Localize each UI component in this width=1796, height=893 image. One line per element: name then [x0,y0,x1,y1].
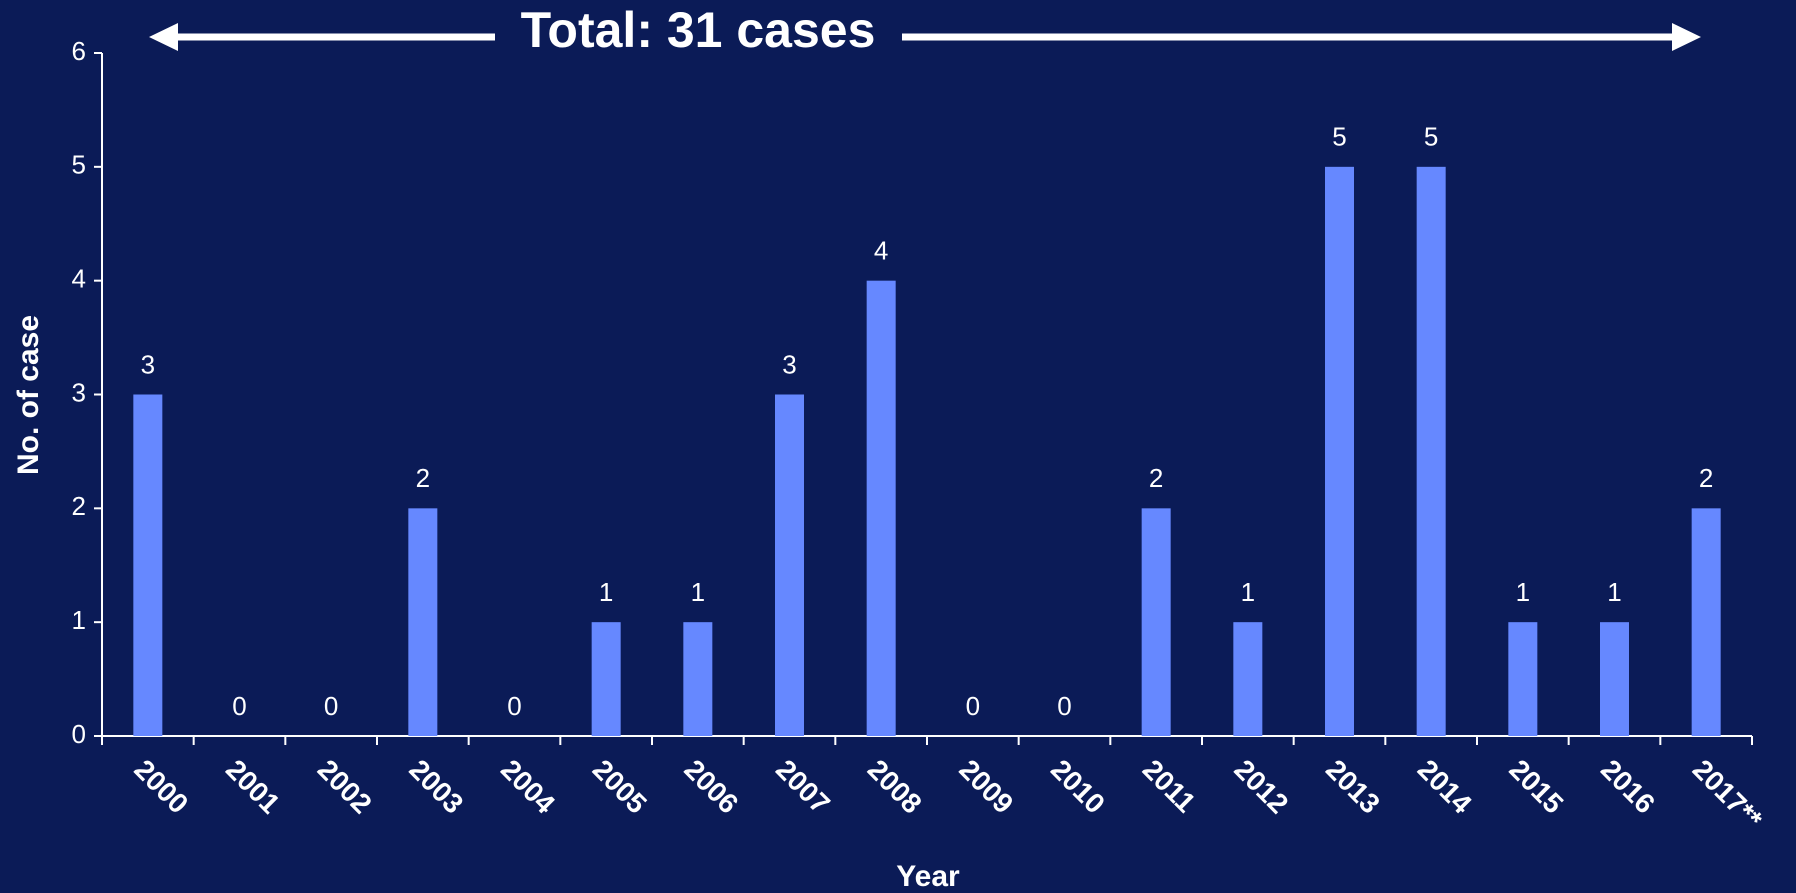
value-label: 1 [1607,577,1621,607]
bar [1508,622,1538,736]
bar [408,508,438,736]
y-tick-label: 3 [72,377,86,407]
x-axis-label: Year [896,860,960,893]
arrow-head-left [149,23,178,51]
value-label: 1 [1516,577,1530,607]
bar [133,394,163,736]
value-label: 2 [416,463,430,493]
bar [1600,622,1629,736]
value-label: 0 [507,691,521,721]
bar [1233,622,1263,736]
value-label: 0 [966,691,980,721]
value-label: 2 [1699,463,1713,493]
value-label: 0 [1057,691,1071,721]
value-label: 0 [232,691,246,721]
y-tick-label: 4 [72,264,86,294]
value-label: 5 [1332,122,1346,152]
chart-title: Total: 31 cases [521,2,876,58]
value-label: 2 [1149,463,1163,493]
arrow-head-right [1672,23,1701,51]
bar [591,622,621,736]
value-label: 3 [141,349,155,379]
bar [1141,508,1171,736]
value-label: 1 [1241,577,1255,607]
value-label: 1 [599,577,613,607]
bar [775,394,804,736]
value-label: 1 [691,577,705,607]
y-axis-label: No. of case [12,315,45,475]
y-tick-label: 0 [72,719,86,749]
y-tick-label: 1 [72,605,86,635]
value-label: 5 [1424,122,1438,152]
y-tick-label: 2 [72,491,86,521]
bar [1416,166,1446,737]
value-label: 3 [782,349,796,379]
bar [683,622,713,736]
y-tick-label: 5 [72,150,86,180]
y-tick-label: 6 [72,36,86,66]
bar [866,280,896,736]
value-label: 4 [874,236,888,266]
bar [1325,166,1354,737]
value-label: 0 [324,691,338,721]
bar [1691,508,1721,736]
